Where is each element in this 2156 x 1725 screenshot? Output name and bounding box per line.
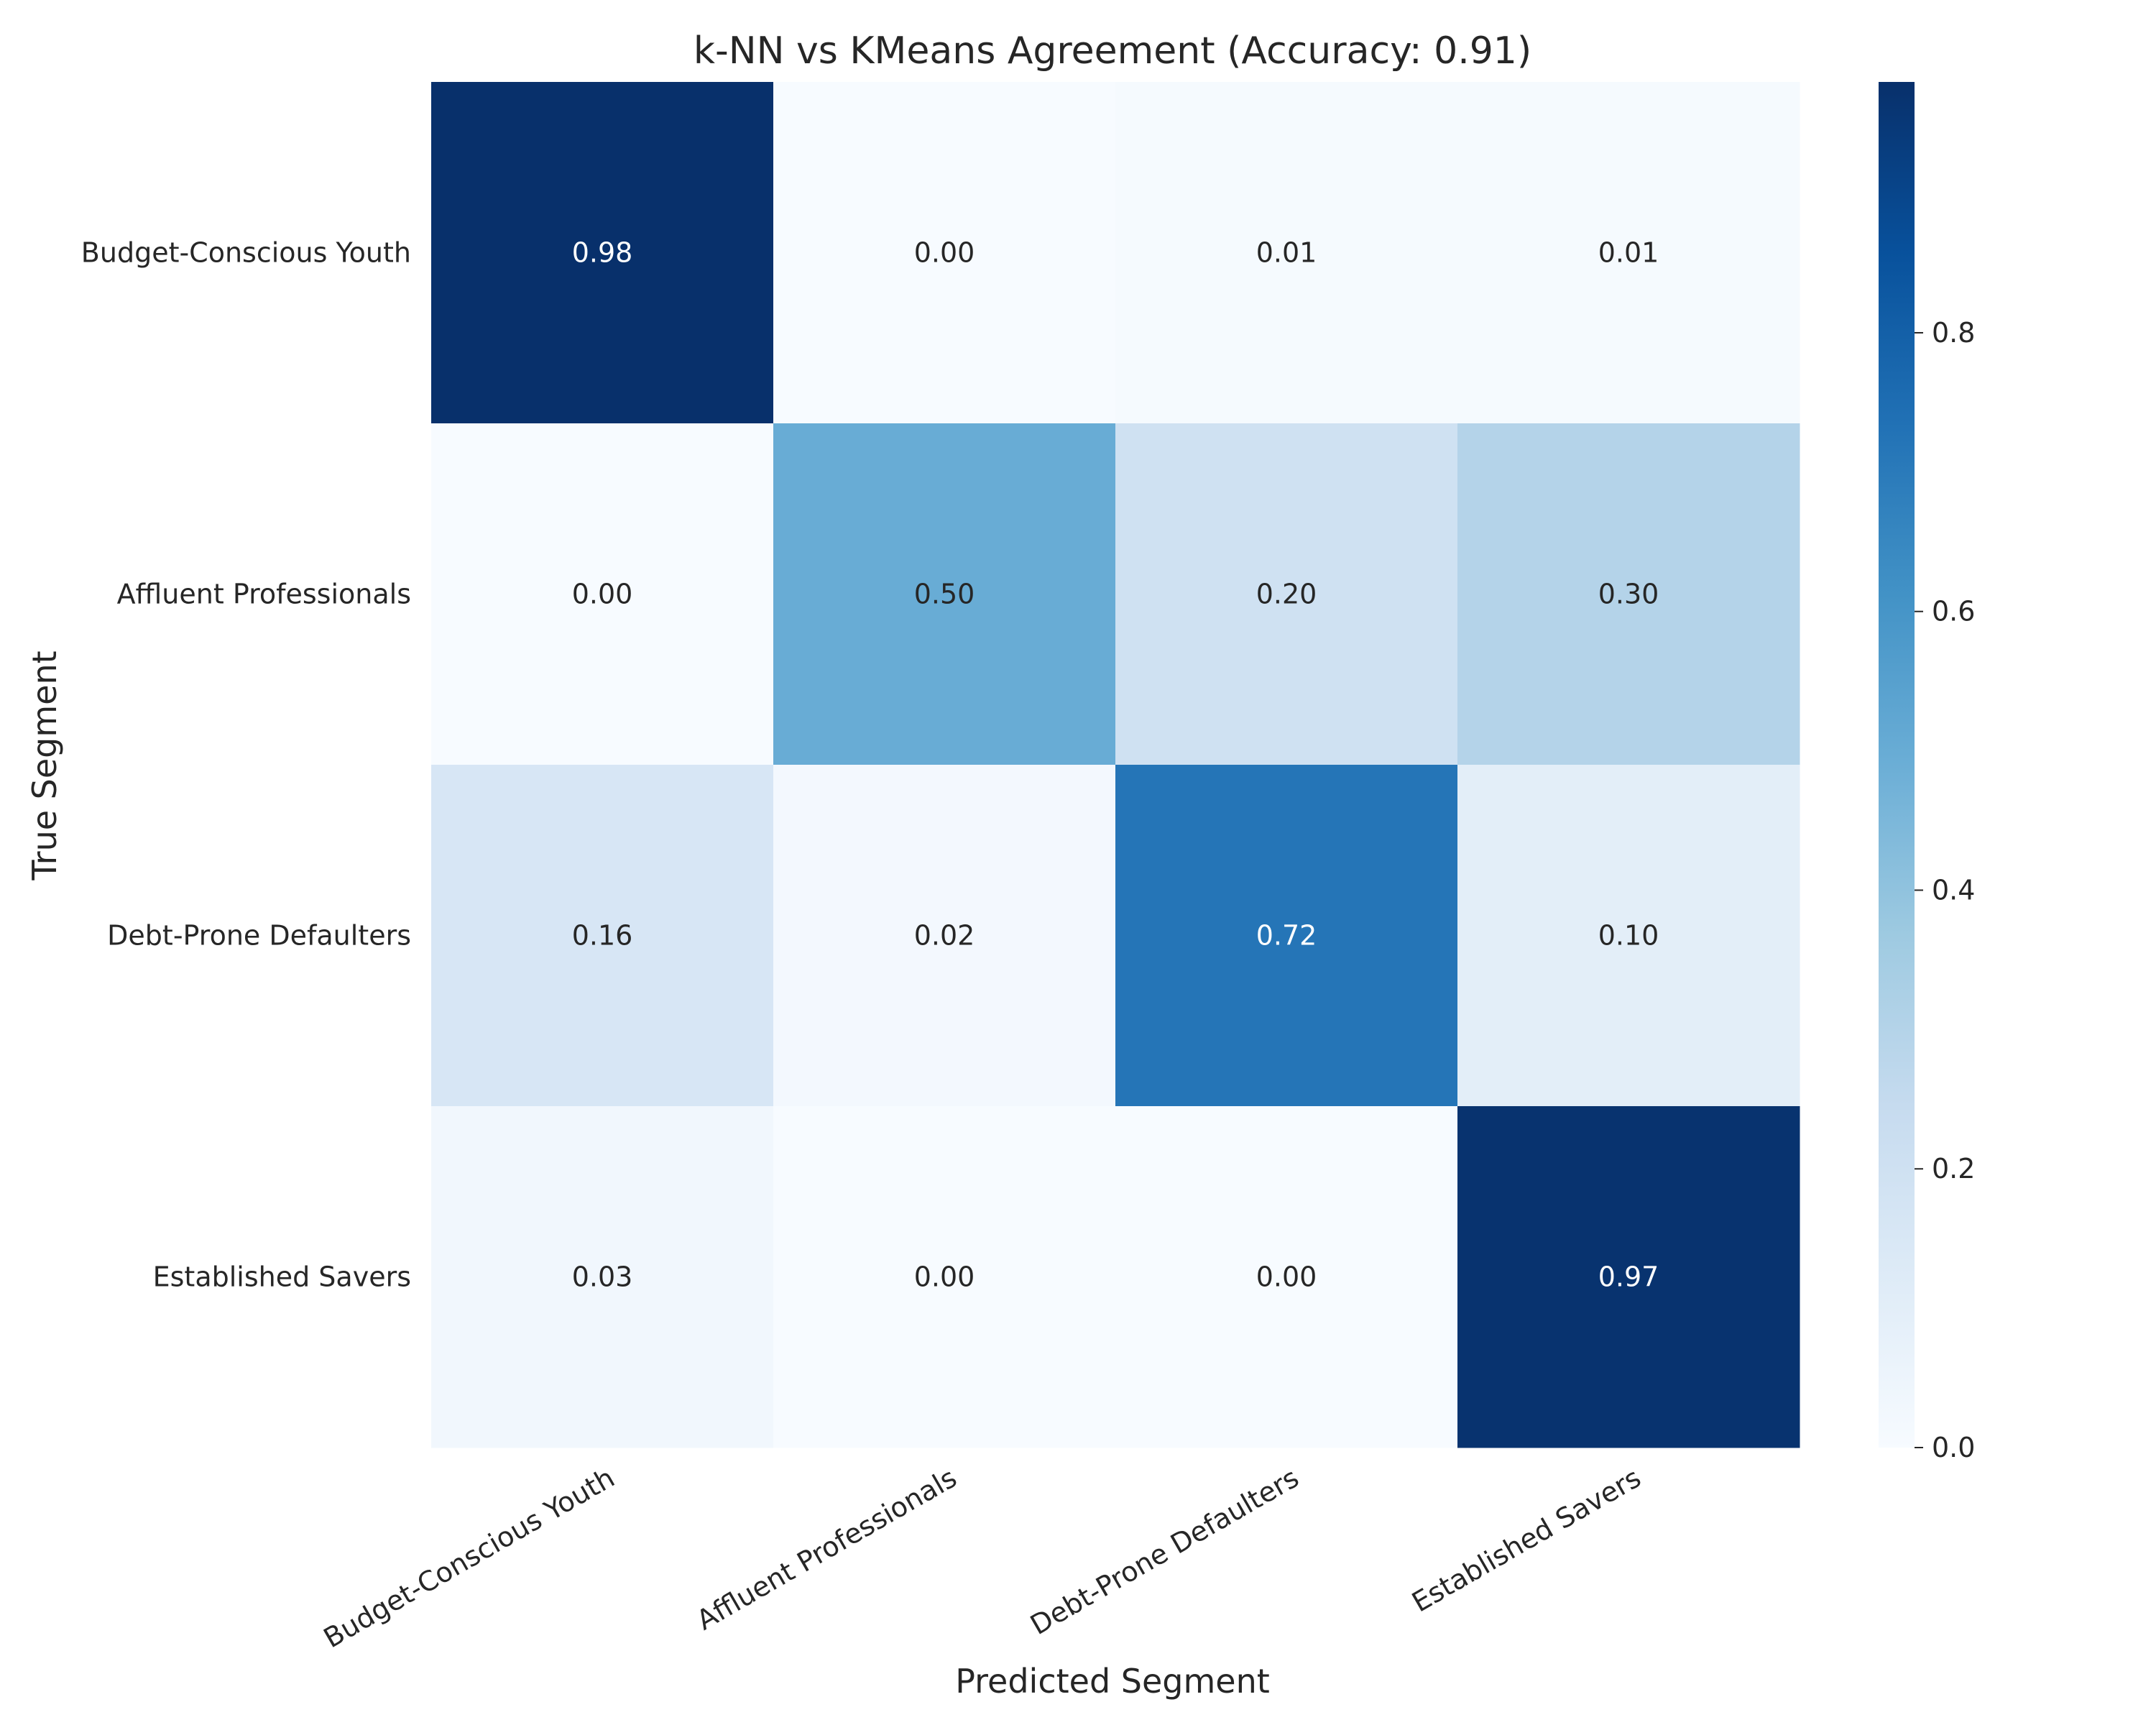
heatmap-cell-r1-c2	[1115, 423, 1458, 765]
x-tick-label-2: Debt-Prone Defaulters	[1025, 1462, 1304, 1642]
cell-value-label-r0-c0: 0.98	[572, 237, 633, 269]
heatmap-cell-r2-c3	[1457, 765, 1800, 1107]
cell-value-label-r2-c2: 0.72	[1256, 920, 1317, 952]
heatmap-cells	[431, 82, 1800, 1448]
colorbar	[1879, 82, 1915, 1448]
cell-value-label-r0-c3: 0.01	[1598, 237, 1659, 269]
colorbar-tick-label-0: 0.0	[1932, 1432, 1975, 1463]
heatmap-cell-r1-c1	[773, 423, 1116, 765]
cell-value-label-r2-c0: 0.16	[572, 920, 633, 952]
cell-value-label-r3-c1: 0.00	[914, 1261, 975, 1293]
colorbar-ticks: 0.0 0.2 0.4 0.6 0.8	[1915, 317, 1975, 1463]
heatmap-cell-r0-c1	[773, 82, 1116, 424]
x-tick-labels: Budget-Conscious Youth Affluent Professio…	[318, 1462, 1646, 1655]
y-tick-label-2: Debt-Prone Defaulters	[107, 920, 411, 952]
heatmap-cell-r3-c0	[431, 1106, 774, 1448]
y-tick-label-3: Established Savers	[153, 1261, 411, 1293]
cell-value-label-r0-c1: 0.00	[914, 237, 975, 269]
y-axis-label: True Segment	[25, 650, 64, 880]
heatmap-cell-r0-c2	[1115, 82, 1458, 424]
heatmap-cell-r3-c1	[773, 1106, 1116, 1448]
cell-value-label-r3-c0: 0.03	[572, 1261, 633, 1293]
x-axis-label: Predicted Segment	[955, 1662, 1270, 1701]
heatmap-cell-r1-c3	[1457, 423, 1800, 765]
y-tick-label-0: Budget-Conscious Youth	[81, 237, 411, 269]
heatmap-cell-r2-c2	[1115, 765, 1458, 1107]
heatmap-cell-r0-c3	[1457, 82, 1800, 424]
heatmap-cell-r0-c0	[431, 82, 774, 424]
heatmap-cell-r1-c0	[431, 423, 774, 765]
heatmap-cell-labels: 0.98 0.00 0.01 0.01 0.00 0.50 0.20 0.30 0.16 0.02…	[572, 237, 1659, 1293]
colorbar-tick-label-4: 0.8	[1932, 317, 1975, 349]
heatmap-cell-r2-c1	[773, 765, 1116, 1107]
cell-value-label-r1-c3: 0.30	[1598, 579, 1659, 610]
cell-value-label-r3-c3: 0.97	[1598, 1261, 1659, 1293]
cell-value-label-r2-c3: 0.10	[1598, 920, 1659, 952]
heatmap-cell-r3-c3	[1457, 1106, 1800, 1448]
colorbar-tick-label-1: 0.2	[1932, 1153, 1975, 1184]
cell-value-label-r1-c0: 0.00	[572, 579, 633, 610]
x-tick-label-1: Affluent Professionals	[691, 1462, 962, 1637]
cell-value-label-r2-c1: 0.02	[914, 920, 975, 952]
cell-value-label-r0-c2: 0.01	[1256, 237, 1317, 269]
cell-value-label-r3-c2: 0.00	[1256, 1261, 1317, 1293]
heatmap-cell-r3-c2	[1115, 1106, 1458, 1448]
y-tick-labels: Budget-Conscious Youth Affluent Professio…	[81, 237, 411, 1293]
colorbar-tick-label-2: 0.4	[1932, 874, 1975, 906]
colorbar-tick-label-3: 0.6	[1932, 596, 1975, 627]
heatmap-cell-r2-c0	[431, 765, 774, 1107]
x-tick-label-3: Established Savers	[1406, 1462, 1646, 1619]
cell-value-label-r1-c1: 0.50	[914, 579, 975, 610]
y-tick-label-1: Affluent Professionals	[117, 579, 411, 610]
cell-value-label-r1-c2: 0.20	[1256, 579, 1317, 610]
chart-title: k-NN vs KMeans Agreement (Accuracy: 0.91…	[694, 29, 1531, 73]
x-tick-label-0: Budget-Conscious Youth	[318, 1462, 620, 1655]
